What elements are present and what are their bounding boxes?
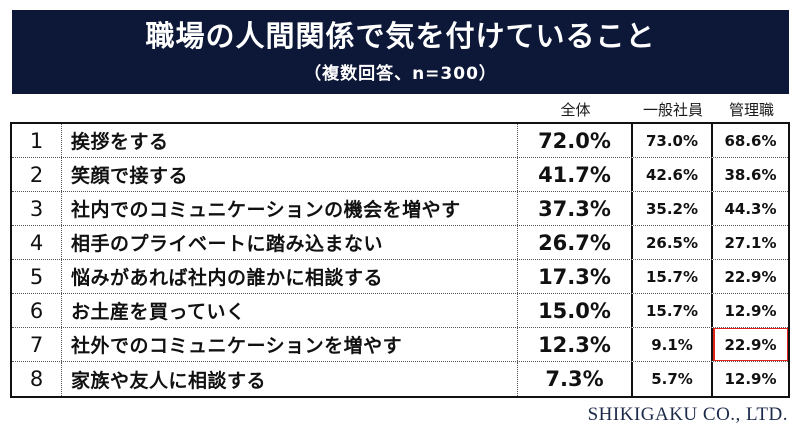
item-cell: お土産を買っていく [62, 294, 518, 327]
manager-cell: 68.6% [724, 131, 777, 150]
table-row: 7 社外でのコミュニケーションを増やす 12.3% 9.1% 22.9% [12, 328, 788, 362]
item-cell: 悩みがあれば社内の誰かに相談する [62, 260, 518, 293]
total-cell: 15.0% [518, 294, 633, 327]
table-row: 2 笑顔で接する 41.7% 42.6% 38.6% [12, 158, 788, 192]
column-header-staff: 一般社員 [642, 101, 703, 119]
manager-cell-highlighted: 22.9% [713, 328, 788, 361]
table-row: 8 家族や友人に相談する 7.3% 5.7% 12.9% [12, 362, 788, 396]
manager-cell: 22.9% [724, 267, 777, 286]
item-cell: 挨拶をする [62, 124, 518, 157]
manager-cell: 27.1% [724, 233, 777, 252]
manager-cell: 44.3% [724, 199, 777, 218]
rank-cell: 8 [12, 362, 62, 396]
rank-cell: 7 [12, 328, 62, 361]
table-row: 3 社内でのコミュニケーションの機会を増やす 37.3% 35.2% 44.3% [12, 192, 788, 226]
page-subtitle: （複数回答、n=300） [304, 64, 497, 85]
item-cell: 相手のプライベートに踏み込まない [62, 226, 518, 259]
manager-cell: 12.9% [724, 370, 777, 388]
manager-cell: 38.6% [724, 165, 777, 184]
rank-cell: 3 [12, 192, 62, 225]
highlighted-value: 22.9% [724, 335, 777, 354]
title-banner: 職場の人間関係で気を付けていること （複数回答、n=300） [12, 10, 789, 94]
staff-cell: 73.0% [633, 124, 713, 157]
company-credit: SHIKIGAKU CO., LTD. [587, 404, 788, 425]
total-cell: 37.3% [518, 192, 633, 225]
staff-cell: 35.2% [633, 192, 713, 225]
column-headers: 全体 一般社員 管理職 [0, 99, 800, 121]
item-cell: 家族や友人に相談する [62, 362, 518, 396]
total-cell: 17.3% [518, 260, 633, 293]
item-cell: 社外でのコミュニケーションを増やす [62, 328, 518, 361]
page-title: 職場の人間関係で気を付けていること [145, 18, 656, 53]
staff-cell: 26.5% [633, 226, 713, 259]
rank-cell: 6 [12, 294, 62, 327]
staff-cell: 9.1% [633, 328, 713, 361]
item-cell: 笑顔で接する [62, 158, 518, 191]
rank-cell: 4 [12, 226, 62, 259]
staff-cell: 42.6% [633, 158, 713, 191]
total-cell: 12.3% [518, 328, 633, 361]
rank-cell: 2 [12, 158, 62, 191]
total-cell: 7.3% [518, 362, 633, 396]
rank-cell: 5 [12, 260, 62, 293]
staff-cell: 15.7% [633, 260, 713, 293]
table-row: 4 相手のプライベートに踏み込まない 26.7% 26.5% 27.1% [12, 226, 788, 260]
table-row: 5 悩みがあれば社内の誰かに相談する 17.3% 15.7% 22.9% [12, 260, 788, 294]
item-cell: 社内でのコミュニケーションの機会を増やす [62, 192, 518, 225]
rank-cell: 1 [12, 124, 62, 157]
results-table: 1 挨拶をする 72.0% 73.0% 68.6% 2 笑顔で接する 41.7%… [10, 122, 790, 398]
table-row: 1 挨拶をする 72.0% 73.0% 68.6% [12, 124, 788, 158]
staff-cell: 5.7% [633, 362, 713, 396]
staff-cell: 15.7% [633, 294, 713, 327]
total-cell: 72.0% [518, 124, 633, 157]
column-header-manager: 管理職 [728, 101, 774, 119]
manager-cell: 12.9% [724, 301, 777, 320]
column-header-total: 全体 [560, 101, 591, 119]
total-cell: 26.7% [518, 226, 633, 259]
total-cell: 41.7% [518, 158, 633, 191]
table-row: 6 お土産を買っていく 15.0% 15.7% 12.9% [12, 294, 788, 328]
